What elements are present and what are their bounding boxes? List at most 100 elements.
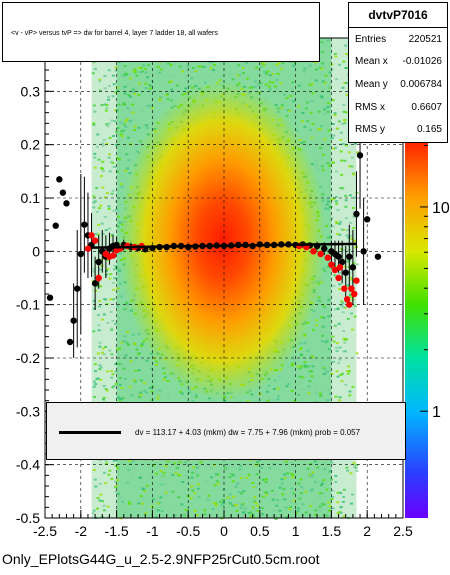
heatmap-cell [164,494,168,497]
heatmap-cell [117,269,121,272]
heatmap-cell [102,398,105,401]
heatmap-cell [96,497,100,500]
heatmap-cell [93,200,97,203]
heatmap-cell [160,483,164,486]
heatmap-cell [277,375,281,378]
heatmap-cell [109,273,113,276]
heatmap-cell [173,62,177,65]
heatmap-cell [330,137,334,139]
heatmap-cell [335,127,339,130]
profile-point-red [343,296,351,303]
heatmap-cell [266,70,270,73]
heatmap-cell [322,64,326,67]
heatmap-cell [99,493,103,496]
heatmap-cell [151,385,155,388]
heatmap-cell [355,469,359,472]
heatmap-cell [271,81,275,84]
heatmap-cell [249,515,253,518]
heatmap-cell [251,482,255,484]
heatmap-cell [183,474,187,477]
heatmap-cell [187,85,191,87]
heatmap-cell [320,165,324,168]
heatmap-cell [91,512,95,515]
heatmap-cell [292,100,296,103]
heatmap-cell [306,120,310,123]
heatmap-cell [117,61,121,63]
heatmap-cell [289,95,293,98]
heatmap-cell [327,200,330,203]
heatmap-cell [285,476,289,478]
heatmap-cell [273,493,277,496]
heatmap-cell [245,476,249,479]
heatmap-cell [114,370,118,373]
heatmap-cell [207,61,211,64]
heatmap-cell [108,469,112,472]
heatmap-cell [133,68,137,71]
heatmap-cell [295,382,299,385]
heatmap-cell [273,85,277,88]
heatmap-cell [341,302,345,305]
heatmap-cell [101,144,105,147]
heatmap-cell [338,222,342,225]
heatmap-cell [303,361,307,364]
heatmap-cell [144,87,148,90]
heatmap-cell [260,507,264,510]
heatmap-cell [342,306,345,309]
heatmap-cell [321,479,325,482]
heatmap-cell [298,497,302,500]
profile-point-red [109,252,117,259]
heatmap-cell [126,167,129,170]
heatmap-cell [149,104,153,107]
heatmap-cell [322,112,326,115]
heatmap-cell [276,509,280,512]
heatmap-cell [178,65,182,68]
heatmap-cell [123,511,127,514]
heatmap-cell [235,504,239,506]
heatmap-cell [164,465,168,468]
heatmap-cell [267,384,271,387]
heatmap-cell [107,122,111,125]
heatmap-cell [323,306,327,309]
heatmap-cell [327,236,330,239]
heatmap-cell [124,120,128,123]
profile-point-black [63,200,70,207]
heatmap-cell [239,506,243,509]
heatmap-cell [307,385,311,388]
heatmap-cell [305,101,309,104]
heatmap-cell [303,364,307,367]
heatmap-cell [246,400,250,403]
heatmap-cell [350,237,354,240]
heatmap-cell [324,206,327,209]
heatmap-cell [299,478,303,481]
file-name-label: Only_EPlotsG44G_u_2.5-2.9NFP25rCut0.5cm.… [2,551,320,567]
heatmap-cell [110,119,114,122]
heatmap-cell [98,482,102,485]
heatmap-cell [241,67,245,69]
heatmap-cell [311,122,315,125]
heatmap-cell [275,64,279,66]
heatmap-cell [97,314,100,317]
heatmap-cell [279,67,283,70]
heatmap-cell [111,373,115,376]
heatmap-cell [103,216,107,218]
heatmap-cell [335,346,339,349]
heatmap-cell [311,488,315,491]
heatmap-cell [127,94,131,97]
heatmap-cell [340,304,344,307]
heatmap-cell [135,74,139,77]
heatmap-cell [283,498,287,501]
heatmap-cell [328,366,332,369]
heatmap-cell [145,484,149,487]
heatmap-cell [107,84,111,87]
heatmap-cell [227,498,231,501]
heatmap-cell [98,299,102,302]
heatmap-cell [334,55,338,58]
heatmap-cell [231,78,235,81]
heatmap-cell [281,61,285,64]
heatmap-cell [113,480,117,483]
heatmap-cell [127,343,130,346]
heatmap-cell [239,477,243,479]
heatmap-cell [178,461,182,464]
heatmap-cell [331,225,335,228]
heatmap-cell [306,67,310,70]
